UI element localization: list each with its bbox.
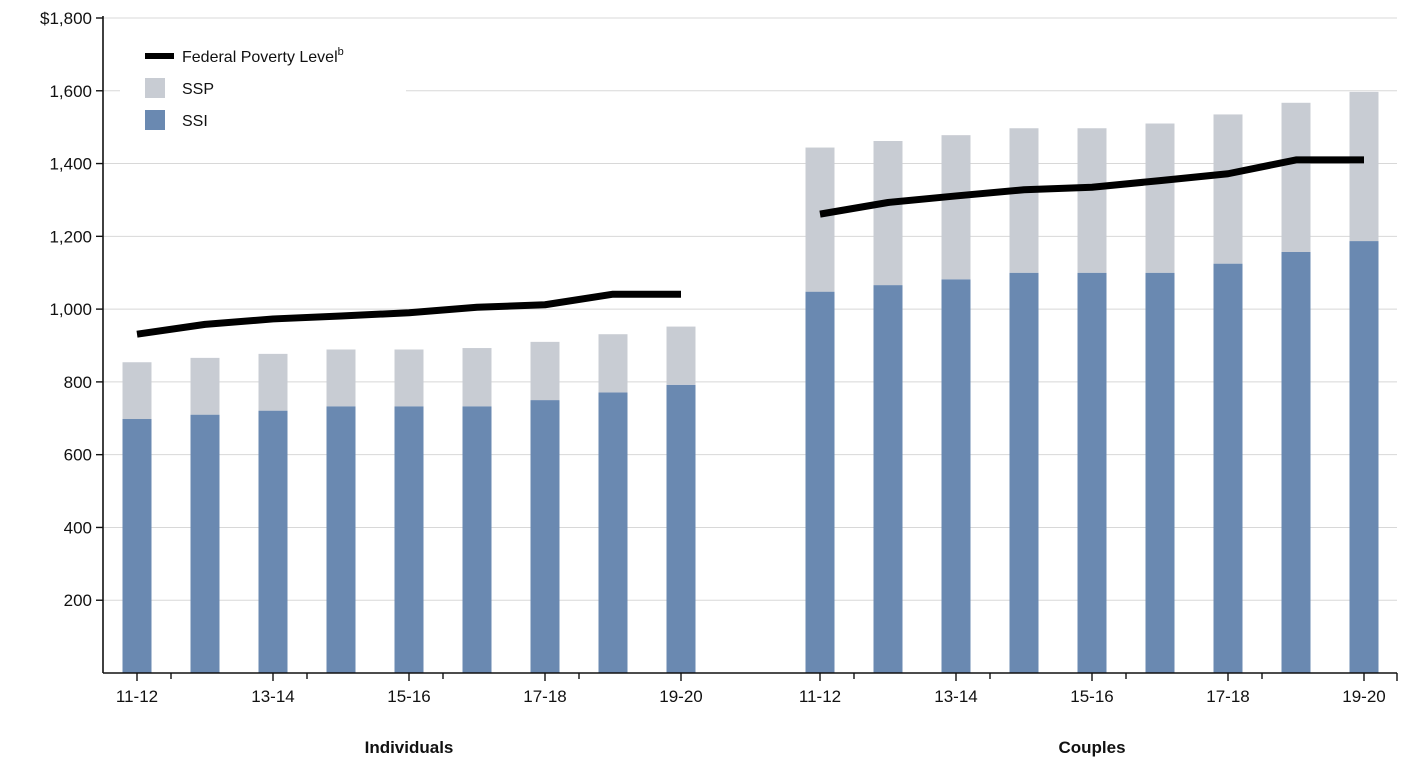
legend-ssp-label: SSP [182, 81, 214, 98]
bar-ssp [394, 349, 424, 407]
bar-ssp [1145, 123, 1175, 273]
x-tick-label: 13-14 [934, 687, 977, 706]
y-tick-label: 1,400 [49, 155, 92, 174]
bar-ssi [394, 406, 424, 673]
bar-ssp [1349, 91, 1379, 242]
y-tick-label: 600 [64, 446, 92, 465]
bar-ssi [1077, 272, 1107, 673]
bar-ssi [666, 384, 696, 673]
legend-ssi-label: SSI [182, 113, 208, 130]
bar-ssi [1349, 241, 1379, 673]
poverty-level-line [136, 290, 681, 338]
axes [96, 16, 1398, 681]
bars [122, 91, 1379, 673]
bar-ssp [122, 362, 152, 420]
bar-ssp [598, 334, 628, 393]
bar-ssp [873, 140, 903, 286]
legend-ssp-swatch [145, 78, 165, 98]
x-tick-label: 15-16 [1070, 687, 1113, 706]
bar-ssp [805, 147, 835, 292]
y-tick-label: 1,200 [49, 227, 92, 246]
x-tick-label: 17-18 [1206, 687, 1249, 706]
x-tick-label: 15-16 [387, 687, 430, 706]
tick-labels: 200 400 600 800 1,000 1,200 1,400 1,600 $1,800 11… [40, 9, 1386, 757]
bar-ssi [873, 285, 903, 673]
bar-ssp [666, 326, 696, 385]
bar-ssi [530, 400, 560, 673]
legend: Federal Poverty Levelb SSP SSI [120, 34, 406, 144]
legend-ssi-swatch [145, 110, 165, 130]
poverty-level-line [819, 156, 1364, 218]
bar-ssi [805, 291, 835, 673]
legend-poverty-superscript: b [338, 46, 344, 58]
bar-ssi [258, 410, 288, 673]
bar-ssi [122, 419, 152, 673]
bar-ssp [530, 341, 560, 401]
group-label: Couples [1058, 738, 1125, 757]
y-tick-label: 400 [64, 518, 92, 537]
x-tick-label: 17-18 [523, 687, 566, 706]
x-tick-label: 11-12 [799, 687, 841, 706]
y-tick-label: 1,600 [49, 82, 92, 101]
y-tick-label: 800 [64, 373, 92, 392]
bar-ssp [1009, 128, 1039, 273]
group-label: Individuals [365, 738, 454, 757]
x-tick-label: 13-14 [251, 687, 294, 706]
x-tick-label: 19-20 [659, 687, 702, 706]
legend-poverty-label: Federal Poverty Levelb [182, 46, 344, 66]
y-tick-label: 200 [64, 591, 92, 610]
bar-ssp [462, 348, 492, 407]
bar-ssi [326, 406, 356, 673]
y-tick-label: $1,800 [40, 9, 92, 28]
poverty-lines [136, 156, 1364, 338]
gridlines [103, 17, 1397, 601]
bar-ssp [941, 135, 971, 280]
bar-ssi [462, 406, 492, 673]
y-tick-label: 1,000 [49, 300, 92, 319]
bar-ssi [190, 414, 220, 673]
bar-ssp [1213, 114, 1243, 264]
bar-ssi [1281, 251, 1311, 673]
bar-ssi [1009, 272, 1039, 673]
bar-ssp [326, 349, 356, 407]
bar-ssp [258, 353, 288, 411]
bar-ssi [1213, 263, 1243, 673]
bar-ssi [1145, 272, 1175, 673]
bar-ssp [1077, 128, 1107, 273]
x-tick-label: 19-20 [1342, 687, 1385, 706]
bar-ssi [941, 279, 971, 673]
bar-ssp [1281, 102, 1311, 252]
bar-ssi [598, 392, 628, 673]
bar-ssp [190, 357, 220, 415]
x-tick-label: 11-12 [116, 687, 158, 706]
